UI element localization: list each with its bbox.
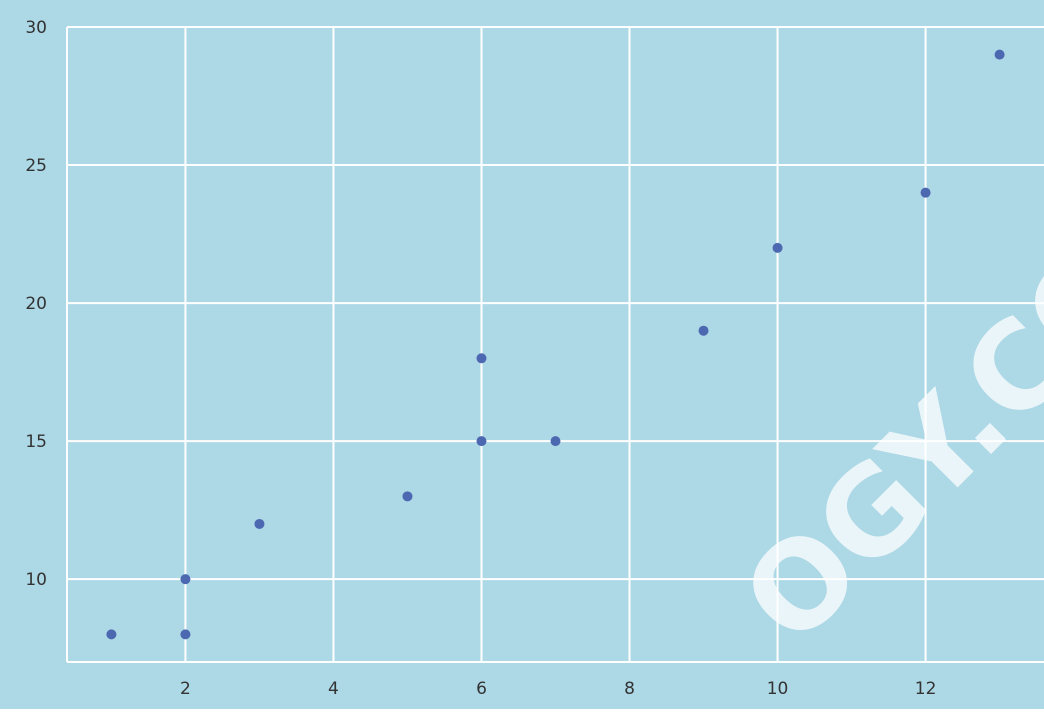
data-point (994, 49, 1005, 60)
x-tick-label: 6 (476, 679, 487, 699)
data-point (550, 436, 561, 447)
x-tick-label: 12 (915, 679, 937, 699)
x-tick-label: 8 (624, 679, 635, 699)
data-point (920, 187, 931, 198)
y-tick-label: 10 (25, 570, 47, 590)
data-point (180, 629, 191, 640)
data-point (402, 491, 413, 502)
tick-labels: 2 4 6 8 10 12 10 15 20 25 30 (25, 18, 936, 699)
y-tick-label: 30 (25, 18, 47, 38)
x-tick-label: 4 (328, 679, 339, 699)
y-tick-label: 20 (25, 294, 47, 314)
data-point (106, 629, 117, 640)
data-points (106, 49, 1005, 640)
data-point (476, 353, 487, 364)
plot-area (67, 27, 1044, 662)
data-point (476, 436, 487, 447)
x-tick-label: 2 (180, 679, 191, 699)
y-tick-label: 15 (25, 432, 47, 452)
data-point (254, 518, 265, 529)
data-point (772, 242, 783, 253)
data-point (180, 574, 191, 585)
data-point (698, 325, 709, 336)
x-tick-label: 10 (767, 679, 789, 699)
y-tick-label: 25 (25, 156, 47, 176)
